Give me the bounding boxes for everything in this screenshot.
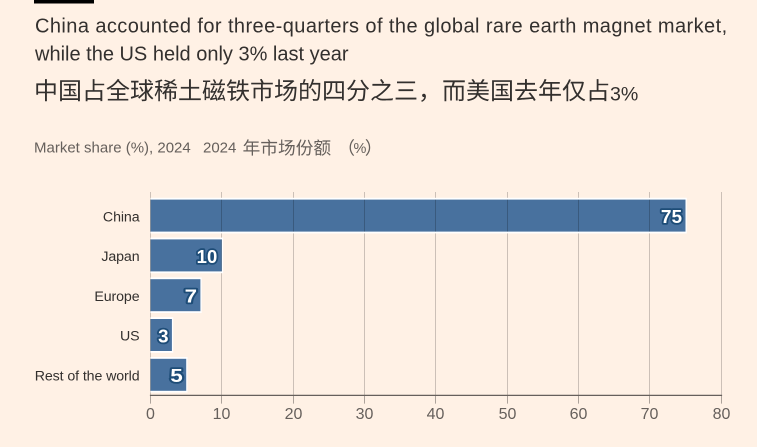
svg-text:US: US (120, 329, 140, 345)
svg-text:50: 50 (499, 406, 517, 423)
svg-text:20: 20 (285, 406, 303, 423)
svg-text:40: 40 (427, 406, 445, 423)
svg-text:Rest of the world: Rest of the world (35, 369, 140, 385)
svg-text:10: 10 (213, 406, 231, 423)
svg-text:10: 10 (197, 246, 218, 267)
svg-text:while the US held only 3% last: while the US held only 3% last year (34, 44, 349, 66)
svg-text:0: 0 (146, 406, 155, 423)
svg-text:60: 60 (570, 406, 588, 423)
svg-text:China accounted for three-quar: China accounted for three-quarters of th… (35, 15, 728, 37)
svg-text:Japan: Japan (101, 249, 139, 265)
svg-text:3%: 3% (610, 83, 638, 105)
svg-text:Market share (%), 2024: Market share (%), 2024 (34, 140, 191, 157)
svg-text:5: 5 (170, 365, 183, 386)
svg-text:%: % (354, 141, 367, 157)
svg-text:70: 70 (641, 406, 659, 423)
svg-text:30: 30 (356, 406, 374, 423)
svg-text:75: 75 (661, 206, 682, 227)
svg-text:China: China (103, 209, 140, 225)
svg-text:2024: 2024 (203, 140, 236, 157)
svg-text:3: 3 (158, 325, 168, 346)
svg-text:80: 80 (713, 406, 731, 423)
svg-text:Europe: Europe (94, 289, 139, 305)
svg-text:7: 7 (185, 286, 197, 307)
